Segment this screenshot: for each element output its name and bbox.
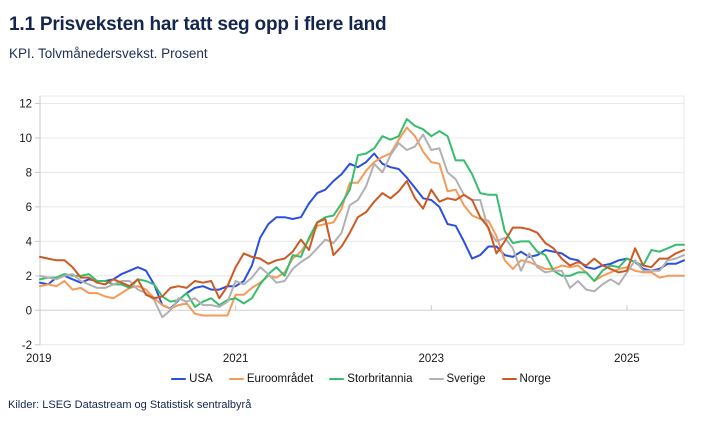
source-note: Kilder: LSEG Datastream og Statistisk se… bbox=[8, 399, 252, 411]
chart-subtitle: KPI. Tolvmånedersvekst. Prosent bbox=[9, 46, 208, 61]
y-tick-label-0: 0 bbox=[26, 305, 32, 317]
legend-label-usa: USA bbox=[189, 373, 213, 385]
inflation-line-chart: -2 0 2 4 6 8 10 12 2019 2021 2023 2025 bbox=[19, 95, 685, 365]
x-tick-label-2019: 2019 bbox=[26, 353, 52, 365]
series-line-euroomradet bbox=[39, 126, 685, 317]
series-line-storbritannia bbox=[39, 118, 685, 308]
legend-label-sverige: Sverige bbox=[446, 373, 486, 385]
series-line-usa bbox=[39, 152, 685, 310]
y-tick-label-2: 2 bbox=[26, 271, 32, 283]
y-tick-label-4: 4 bbox=[26, 236, 33, 248]
y-tick-label--2: -2 bbox=[22, 340, 32, 352]
legend-swatch-sverige bbox=[428, 378, 444, 380]
x-tick-label-2021: 2021 bbox=[223, 353, 249, 365]
legend-swatch-norge bbox=[501, 378, 517, 380]
chart-title: 1.1 Prisveksten har tatt seg opp i flere… bbox=[9, 14, 387, 35]
legend-item-norge: Norge bbox=[501, 373, 551, 385]
y-tick-label-6: 6 bbox=[26, 202, 32, 214]
legend-item-euroomradet: Euroområdet bbox=[228, 373, 314, 385]
x-tick-label-2025: 2025 bbox=[614, 353, 640, 365]
series-line-sverige bbox=[39, 133, 685, 319]
y-tick-label-8: 8 bbox=[26, 167, 32, 179]
legend-swatch-storbritannia bbox=[329, 378, 345, 380]
legend-item-sverige: Sverige bbox=[428, 373, 486, 385]
y-tick-label-12: 12 bbox=[19, 98, 32, 110]
legend-label-storbritannia: Storbritannia bbox=[347, 373, 413, 385]
chart-legend: USA Euroområdet Storbritannia Sverige Norge bbox=[0, 373, 722, 385]
legend-item-usa: USA bbox=[171, 373, 213, 385]
y-tick-label-10: 10 bbox=[19, 133, 32, 145]
legend-label-euroomradet: Euroområdet bbox=[246, 373, 314, 385]
legend-swatch-usa bbox=[171, 378, 187, 380]
legend-swatch-euroomradet bbox=[228, 378, 244, 380]
legend-item-storbritannia: Storbritannia bbox=[329, 373, 413, 385]
series-line-norge bbox=[39, 180, 685, 300]
legend-label-norge: Norge bbox=[519, 373, 551, 385]
x-tick-label-2023: 2023 bbox=[418, 353, 444, 365]
